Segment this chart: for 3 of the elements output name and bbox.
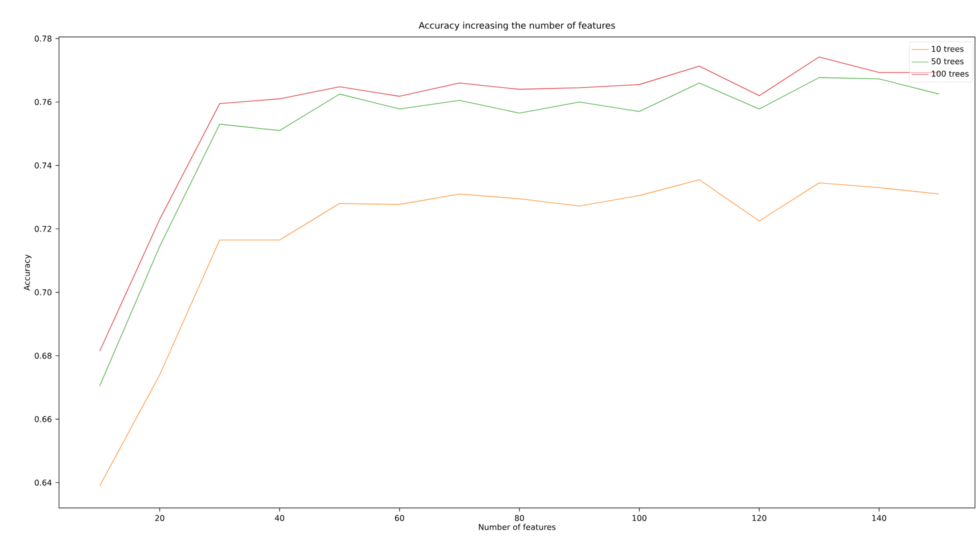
line-series [99, 77, 940, 386]
chart-title: Accuracy increasing the number of features [418, 22, 615, 30]
line-series [99, 179, 940, 486]
